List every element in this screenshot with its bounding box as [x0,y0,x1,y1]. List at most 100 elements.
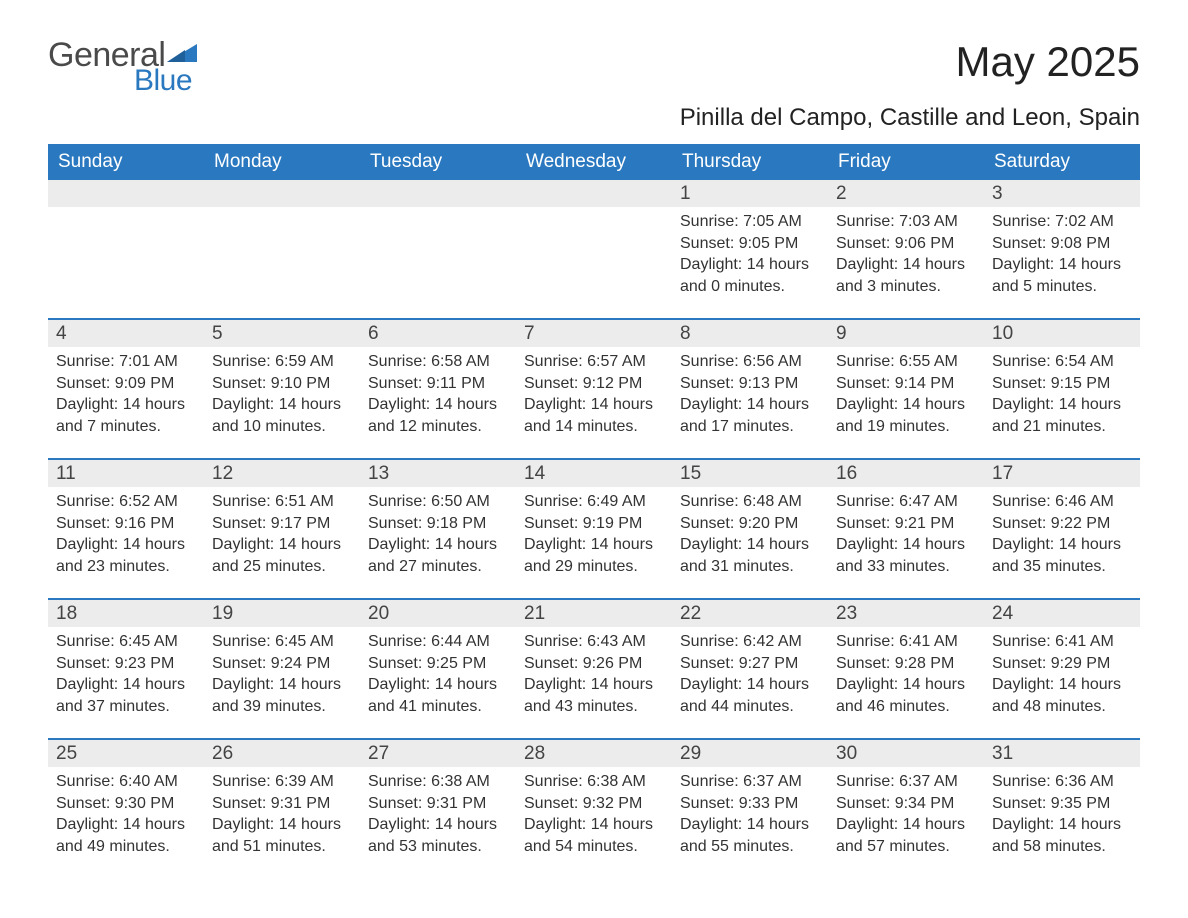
day-body: Sunrise: 7:02 AMSunset: 9:08 PMDaylight:… [984,207,1140,297]
day-sunrise: Sunrise: 6:50 AM [368,491,508,513]
day-body: Sunrise: 6:44 AMSunset: 9:25 PMDaylight:… [360,627,516,717]
calendar-day-cell: 16Sunrise: 6:47 AMSunset: 9:21 PMDayligh… [828,460,984,598]
day-number [48,180,204,207]
day-daylight1: Daylight: 14 hours [368,674,508,696]
brand-word2: Blue [134,66,197,96]
day-body: Sunrise: 6:48 AMSunset: 9:20 PMDaylight:… [672,487,828,577]
calendar-week-row: 25Sunrise: 6:40 AMSunset: 9:30 PMDayligh… [48,738,1140,878]
day-body: Sunrise: 6:41 AMSunset: 9:28 PMDaylight:… [828,627,984,717]
day-daylight2: and 27 minutes. [368,556,508,578]
day-number: 20 [360,600,516,627]
day-body: Sunrise: 6:47 AMSunset: 9:21 PMDaylight:… [828,487,984,577]
day-body: Sunrise: 7:05 AMSunset: 9:05 PMDaylight:… [672,207,828,297]
day-sunrise: Sunrise: 6:51 AM [212,491,352,513]
day-sunrise: Sunrise: 6:37 AM [836,771,976,793]
day-daylight1: Daylight: 14 hours [992,534,1132,556]
calendar-day-cell: 27Sunrise: 6:38 AMSunset: 9:31 PMDayligh… [360,740,516,878]
day-sunrise: Sunrise: 6:47 AM [836,491,976,513]
day-number: 8 [672,320,828,347]
brand-triangle-icon [167,42,197,66]
day-number [204,180,360,207]
day-daylight2: and 14 minutes. [524,416,664,438]
day-sunrise: Sunrise: 7:02 AM [992,211,1132,233]
day-daylight2: and 51 minutes. [212,836,352,858]
day-sunset: Sunset: 9:20 PM [680,513,820,535]
calendar-day-cell: 26Sunrise: 6:39 AMSunset: 9:31 PMDayligh… [204,740,360,878]
day-sunset: Sunset: 9:18 PM [368,513,508,535]
day-sunset: Sunset: 9:14 PM [836,373,976,395]
day-sunrise: Sunrise: 6:42 AM [680,631,820,653]
day-sunset: Sunset: 9:31 PM [212,793,352,815]
day-daylight2: and 33 minutes. [836,556,976,578]
day-sunrise: Sunrise: 6:46 AM [992,491,1132,513]
day-sunset: Sunset: 9:22 PM [992,513,1132,535]
day-sunset: Sunset: 9:25 PM [368,653,508,675]
day-number: 30 [828,740,984,767]
dow-monday: Monday [204,144,360,180]
calendar-day-cell: 8Sunrise: 6:56 AMSunset: 9:13 PMDaylight… [672,320,828,458]
day-daylight2: and 58 minutes. [992,836,1132,858]
day-body: Sunrise: 6:38 AMSunset: 9:32 PMDaylight:… [516,767,672,857]
day-sunset: Sunset: 9:11 PM [368,373,508,395]
day-number: 31 [984,740,1140,767]
day-sunset: Sunset: 9:08 PM [992,233,1132,255]
day-sunrise: Sunrise: 7:05 AM [680,211,820,233]
day-daylight2: and 44 minutes. [680,696,820,718]
day-number: 16 [828,460,984,487]
day-daylight1: Daylight: 14 hours [836,814,976,836]
day-daylight2: and 54 minutes. [524,836,664,858]
day-daylight1: Daylight: 14 hours [56,534,196,556]
calendar-day-cell: 11Sunrise: 6:52 AMSunset: 9:16 PMDayligh… [48,460,204,598]
day-sunrise: Sunrise: 6:45 AM [212,631,352,653]
day-number: 19 [204,600,360,627]
day-number: 2 [828,180,984,207]
day-daylight1: Daylight: 14 hours [836,674,976,696]
calendar-week-row: 1Sunrise: 7:05 AMSunset: 9:05 PMDaylight… [48,180,1140,318]
calendar-day-cell: 3Sunrise: 7:02 AMSunset: 9:08 PMDaylight… [984,180,1140,318]
day-daylight1: Daylight: 14 hours [836,254,976,276]
calendar-day-cell: 4Sunrise: 7:01 AMSunset: 9:09 PMDaylight… [48,320,204,458]
calendar-day-cell: 20Sunrise: 6:44 AMSunset: 9:25 PMDayligh… [360,600,516,738]
calendar-day-cell: 5Sunrise: 6:59 AMSunset: 9:10 PMDaylight… [204,320,360,458]
day-number: 18 [48,600,204,627]
day-number: 21 [516,600,672,627]
day-number: 6 [360,320,516,347]
day-daylight1: Daylight: 14 hours [992,814,1132,836]
day-sunrise: Sunrise: 6:56 AM [680,351,820,373]
calendar-day-cell [360,180,516,318]
day-sunset: Sunset: 9:16 PM [56,513,196,535]
day-daylight2: and 35 minutes. [992,556,1132,578]
dow-wednesday: Wednesday [516,144,672,180]
day-daylight2: and 31 minutes. [680,556,820,578]
dow-saturday: Saturday [984,144,1140,180]
day-daylight1: Daylight: 14 hours [212,534,352,556]
day-sunset: Sunset: 9:06 PM [836,233,976,255]
calendar-day-cell: 22Sunrise: 6:42 AMSunset: 9:27 PMDayligh… [672,600,828,738]
day-daylight1: Daylight: 14 hours [836,394,976,416]
day-body: Sunrise: 6:36 AMSunset: 9:35 PMDaylight:… [984,767,1140,857]
calendar-day-cell: 15Sunrise: 6:48 AMSunset: 9:20 PMDayligh… [672,460,828,598]
day-of-week-header: Sunday Monday Tuesday Wednesday Thursday… [48,144,1140,180]
day-body [360,207,516,211]
location-subtitle: Pinilla del Campo, Castille and Leon, Sp… [680,104,1140,132]
day-sunrise: Sunrise: 6:38 AM [524,771,664,793]
day-number: 24 [984,600,1140,627]
day-body: Sunrise: 6:50 AMSunset: 9:18 PMDaylight:… [360,487,516,577]
day-sunrise: Sunrise: 6:41 AM [992,631,1132,653]
day-daylight2: and 12 minutes. [368,416,508,438]
day-daylight1: Daylight: 14 hours [56,674,196,696]
calendar-day-cell: 9Sunrise: 6:55 AMSunset: 9:14 PMDaylight… [828,320,984,458]
calendar-day-cell [204,180,360,318]
day-body [48,207,204,211]
day-number: 29 [672,740,828,767]
day-sunset: Sunset: 9:10 PM [212,373,352,395]
day-daylight2: and 17 minutes. [680,416,820,438]
day-body: Sunrise: 6:52 AMSunset: 9:16 PMDaylight:… [48,487,204,577]
day-sunset: Sunset: 9:12 PM [524,373,664,395]
day-daylight1: Daylight: 14 hours [56,814,196,836]
day-daylight1: Daylight: 14 hours [524,814,664,836]
day-daylight2: and 41 minutes. [368,696,508,718]
calendar-day-cell: 28Sunrise: 6:38 AMSunset: 9:32 PMDayligh… [516,740,672,878]
day-daylight1: Daylight: 14 hours [836,534,976,556]
calendar-day-cell: 1Sunrise: 7:05 AMSunset: 9:05 PMDaylight… [672,180,828,318]
